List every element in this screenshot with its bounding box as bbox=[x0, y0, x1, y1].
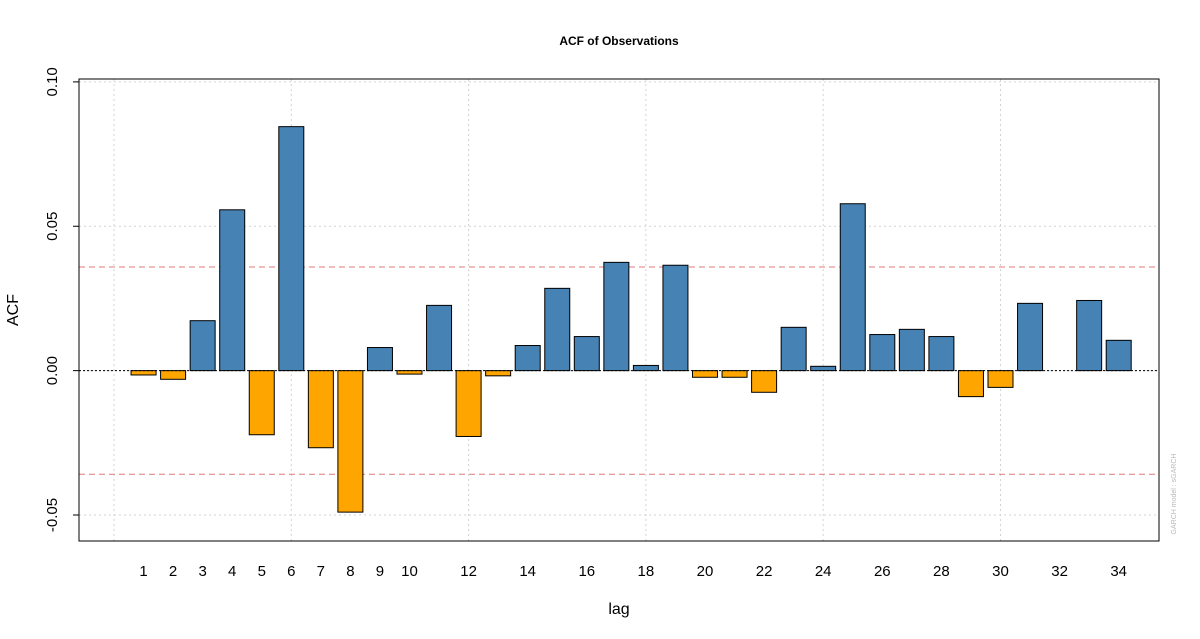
chart-title: ACF of Observations bbox=[559, 34, 679, 48]
x-tick-label: 4 bbox=[228, 563, 236, 580]
x-tick-label: 16 bbox=[578, 563, 595, 580]
y-tick-label: 0.05 bbox=[44, 212, 61, 241]
x-tick-label: 30 bbox=[992, 563, 1009, 580]
acf-bar-lag-31 bbox=[1017, 302, 1044, 372]
acf-bar-lag-15 bbox=[544, 287, 571, 372]
acf-bar-lag-20 bbox=[692, 370, 718, 378]
x-tick-label: 10 bbox=[401, 563, 418, 580]
acf-bar-lag-19 bbox=[662, 264, 689, 372]
y-tick-label: 0.00 bbox=[44, 356, 61, 385]
acf-bar-lag-1 bbox=[130, 370, 157, 376]
acf-bar-lag-11 bbox=[426, 304, 453, 372]
acf-bar-lag-2 bbox=[160, 370, 187, 380]
x-tick-label: 28 bbox=[933, 563, 950, 580]
x-tick-label: 22 bbox=[756, 563, 773, 580]
acf-bar-lag-10 bbox=[396, 370, 423, 375]
acf-bar-lag-8 bbox=[337, 370, 364, 513]
x-tick-label: 24 bbox=[815, 563, 832, 580]
acf-bar-lag-33 bbox=[1076, 299, 1103, 372]
x-tick-label: 20 bbox=[697, 563, 714, 580]
x-tick-label: 1 bbox=[139, 563, 147, 580]
x-tick-label: 9 bbox=[376, 563, 384, 580]
acf-bar-lag-30 bbox=[987, 370, 1014, 388]
acf-bar-lag-21 bbox=[721, 370, 748, 378]
acf-bar-lag-7 bbox=[307, 370, 334, 449]
x-tick-label: 14 bbox=[519, 563, 536, 580]
acf-bar-lag-18 bbox=[632, 364, 659, 372]
x-tick-label: 3 bbox=[198, 563, 206, 580]
acf-bar-lag-14 bbox=[514, 345, 541, 372]
acf-bar-lag-23 bbox=[780, 326, 807, 372]
x-tick-label: 32 bbox=[1051, 563, 1068, 580]
x-tick-label: 7 bbox=[317, 563, 325, 580]
watermark-text: GARCH model : sGARCH bbox=[1171, 454, 1178, 535]
acf-bar-lag-29 bbox=[957, 370, 984, 398]
x-tick-label: 5 bbox=[258, 563, 266, 580]
y-axis-label: ACF bbox=[5, 294, 22, 326]
acf-bar-lag-6 bbox=[278, 126, 305, 372]
acf-bar-lag-13 bbox=[485, 370, 512, 377]
x-tick-label: 26 bbox=[874, 563, 891, 580]
acf-bar-lag-28 bbox=[928, 336, 955, 372]
acf-bar-lag-24 bbox=[810, 365, 837, 372]
acf-bar-lag-22 bbox=[751, 370, 778, 393]
x-tick-label: 18 bbox=[638, 563, 655, 580]
acf-bar-lag-25 bbox=[839, 203, 866, 372]
acf-bar-lag-3 bbox=[189, 320, 216, 372]
x-tick-label: 8 bbox=[346, 563, 354, 580]
x-axis-label: lag bbox=[608, 601, 629, 618]
acf-bar-lag-4 bbox=[219, 209, 246, 372]
y-tick-label: 0.10 bbox=[44, 67, 61, 96]
acf-bar-lag-12 bbox=[455, 370, 482, 437]
x-tick-label: 34 bbox=[1110, 563, 1127, 580]
x-tick-label: 6 bbox=[287, 563, 295, 580]
acf-bar-lag-5 bbox=[248, 370, 275, 436]
acf-bar-lag-17 bbox=[603, 261, 630, 372]
acf-bar-lag-16 bbox=[573, 336, 600, 372]
x-tick-label: 12 bbox=[460, 563, 477, 580]
plot-border bbox=[78, 78, 1160, 542]
x-tick-label: 2 bbox=[169, 563, 177, 580]
acf-bar-lag-34 bbox=[1105, 339, 1132, 372]
acf-bar-lag-26 bbox=[869, 334, 896, 372]
y-tick-label: -0.05 bbox=[44, 498, 61, 532]
acf-bar-lag-27 bbox=[898, 328, 925, 372]
acf-bar-lag-9 bbox=[366, 347, 393, 372]
plot-area: 1 2 3 4 5 6 7 8 9 10 12 14 16 18 20 22 24 26 28 30 32 34-0.05… bbox=[44, 67, 1160, 580]
